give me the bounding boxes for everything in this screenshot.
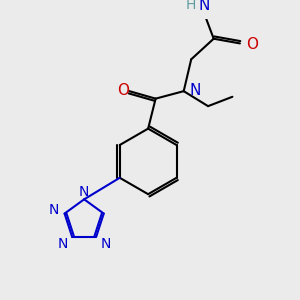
Text: N: N <box>199 0 210 13</box>
Text: N: N <box>100 237 111 251</box>
Text: N: N <box>189 83 201 98</box>
Text: O: O <box>117 83 129 98</box>
Text: N: N <box>48 203 58 217</box>
Text: O: O <box>247 37 259 52</box>
Text: H: H <box>186 0 196 12</box>
Text: N: N <box>79 185 89 199</box>
Text: N: N <box>58 237 68 251</box>
